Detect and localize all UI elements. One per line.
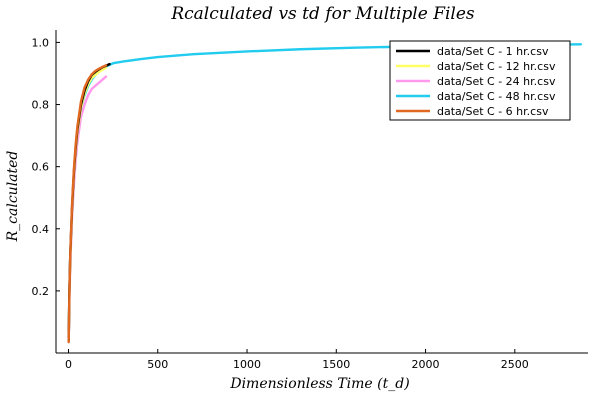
x-tick-label: 2000 [412,358,440,371]
legend: data/Set C - 1 hr.csv data/Set C - 12 hr.… [389,40,571,121]
x-tick-label: 500 [147,358,168,371]
y-tick-label: 0.6 [32,161,50,174]
chart-title: Rcalculated vs td for Multiple Files [170,4,475,24]
y-tick-label: 0.8 [32,99,50,112]
x-tick-label: 2500 [501,358,529,371]
y-tick-label: 0.2 [32,285,50,298]
legend-label: data/Set C - 6 hr.csv [437,105,549,118]
y-tick-label: 1.0 [32,36,50,49]
x-tick-label: 1000 [233,358,261,371]
series-line-4 [67,64,108,344]
legend-label: data/Set C - 24 hr.csv [437,75,556,88]
legend-label: data/Set C - 1 hr.csv [437,45,549,58]
legend-label: data/Set C - 12 hr.csv [437,60,556,73]
x-tick-label: 1500 [322,358,350,371]
axes [55,30,588,354]
plot-lines [67,43,583,344]
y-tick-label: 0.4 [32,223,50,236]
x-tick-label: 0 [65,358,72,371]
y-axis-label: R_calculated [5,151,21,243]
legend-label: data/Set C - 48 hr.csv [437,90,556,103]
x-axis-label: Dimensionless Time (t_d) [229,376,409,392]
ticks: 0 500 1000 1500 2000 2500 0.2 0.4 0.6 0.8 1.0 [32,36,529,371]
